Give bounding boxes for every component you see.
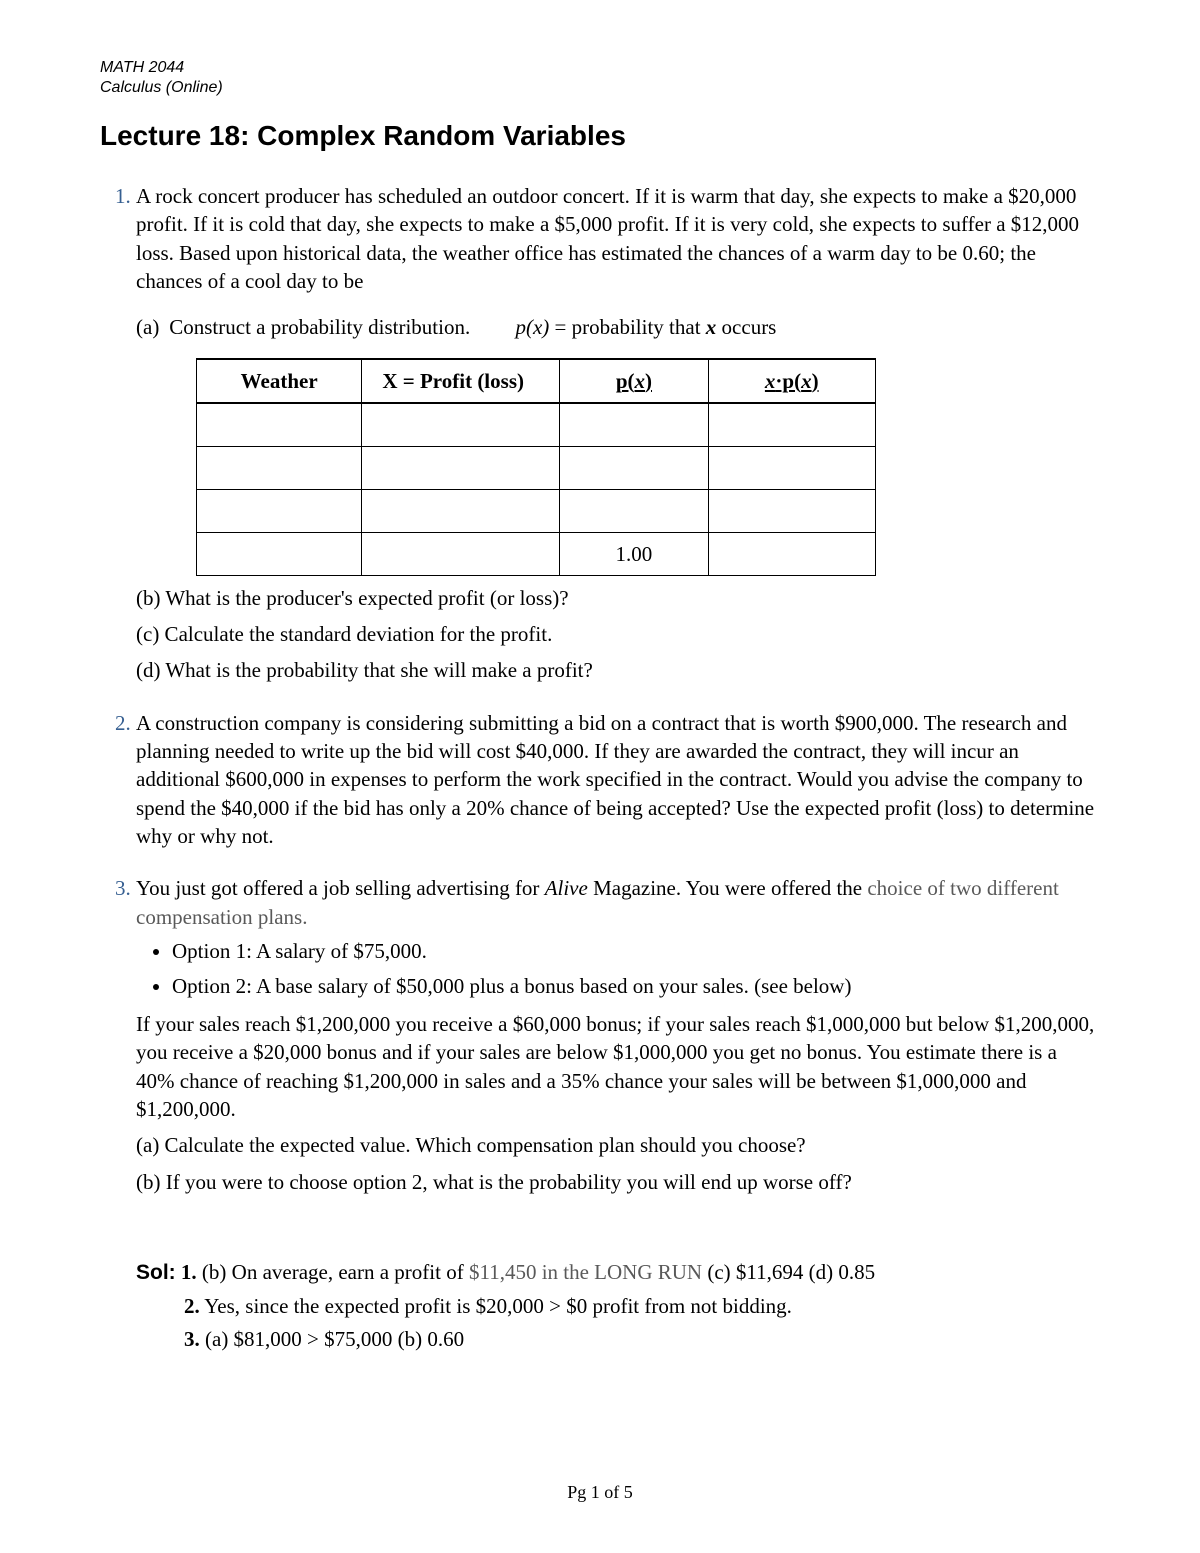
q1-a-label: (a): [136, 313, 164, 341]
th-xpx-v2: x: [801, 369, 812, 393]
page: MATH 2044 Calculus (Online) Lecture 18: …: [0, 0, 1200, 1553]
sol1-c: (c) $11,694 (d) 0.85: [702, 1260, 875, 1284]
px-tail: occurs: [716, 315, 776, 339]
sol2-text: Yes, since the expected profit is $20,00…: [200, 1294, 792, 1318]
th-weather: Weather: [197, 359, 362, 403]
problem-1: A rock concert producer has scheduled an…: [136, 182, 1100, 685]
th-profit: X = Profit (loss): [362, 359, 560, 403]
q3-lead2: Magazine. You were offered the: [588, 876, 868, 900]
sol1-num: 1.: [176, 1260, 197, 1284]
th-px-var: x: [635, 369, 646, 393]
q2-text: A construction company is considering su…: [136, 711, 1094, 848]
sol3-num: 3.: [184, 1327, 200, 1351]
q1-a-text: Construct a probability distribution.: [169, 315, 470, 339]
th-xpx-mid: ·p(: [775, 369, 801, 393]
table-row-sum: 1.00: [197, 532, 876, 575]
sol3-text: (a) $81,000 > $75,000 (b) 0.60: [200, 1327, 464, 1351]
q3-b: (b) If you were to choose option 2, what…: [136, 1168, 1100, 1196]
sol1-b: (b) On average, earn a profit of: [197, 1260, 469, 1284]
problem-3: You just got offered a job selling adver…: [136, 874, 1100, 1195]
sum-p: 1.00: [560, 532, 708, 575]
q3-lead: You just got offered a job selling adver…: [136, 876, 545, 900]
course-name: Calculus (Online): [100, 78, 1100, 98]
q1-text: A rock concert producer has scheduled an…: [136, 184, 1079, 293]
q1-d: (d) What is the probability that she wil…: [136, 656, 1100, 684]
q3-mag: Alive: [545, 876, 588, 900]
sol-label: Sol:: [136, 1261, 176, 1284]
q3-a: (a) Calculate the expected value. Which …: [136, 1131, 1100, 1159]
th-px: p(x): [560, 359, 708, 403]
sol1-gray: $11,450 in the LONG RUN: [469, 1260, 702, 1284]
solutions: Sol: 1. (b) On average, earn a profit of…: [100, 1256, 1100, 1357]
q3-body: If your sales reach $1,200,000 you recei…: [136, 1010, 1100, 1123]
th-px-lead: p(: [616, 369, 635, 393]
table-row: [197, 489, 876, 532]
course-header: MATH 2044 Calculus (Online): [100, 58, 1100, 98]
table-row: [197, 403, 876, 447]
problem-2: A construction company is considering su…: [136, 709, 1100, 851]
px-rhs: = probability that: [549, 315, 706, 339]
sol-line-1: Sol: 1. (b) On average, earn a profit of…: [136, 1256, 1100, 1290]
q1-c: (c) Calculate the standard deviation for…: [136, 620, 1100, 648]
th-px-tail: ): [645, 369, 652, 393]
th-xpx: x·p(x): [708, 359, 875, 403]
problem-list: A rock concert producer has scheduled an…: [100, 182, 1100, 1196]
th-xpx-v1: x: [765, 369, 776, 393]
q1-a: (a) Construct a probability distribution…: [136, 313, 1100, 341]
course-code: MATH 2044: [100, 58, 1100, 78]
th-xpx-tail: ): [812, 369, 819, 393]
table-row: [197, 446, 876, 489]
page-footer: Pg 1 of 5: [0, 1482, 1200, 1503]
option-1: Option 1: A salary of $75,000.: [172, 937, 1100, 965]
probability-table: Weather X = Profit (loss) p(x) x·p(x): [196, 358, 876, 576]
sol2-num: 2.: [184, 1294, 200, 1318]
px-lhs: p(x): [515, 315, 549, 339]
px-var: x: [706, 315, 717, 339]
px-definition: p(x) = probability that x occurs: [515, 315, 776, 339]
option-2: Option 2: A base salary of $50,000 plus …: [172, 972, 1100, 1000]
sol-line-3: 3. (a) $81,000 > $75,000 (b) 0.60: [136, 1323, 1100, 1357]
lecture-title: Lecture 18: Complex Random Variables: [100, 120, 1100, 152]
q1-b: (b) What is the producer's expected prof…: [136, 584, 1100, 612]
sol-line-2: 2. Yes, since the expected profit is $20…: [136, 1290, 1100, 1324]
option-list: Option 1: A salary of $75,000. Option 2:…: [136, 937, 1100, 1000]
